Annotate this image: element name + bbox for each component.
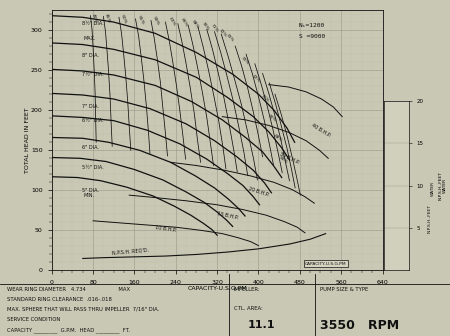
Text: S =9000: S =9000 — [299, 34, 325, 39]
Text: CAPACITY-U.S.G.PM: CAPACITY-U.S.G.PM — [305, 262, 346, 266]
Text: CTL. AREA:: CTL. AREA: — [234, 306, 263, 311]
Text: 40 B.H.P.: 40 B.H.P. — [310, 123, 331, 138]
Text: 72%: 72% — [218, 28, 227, 37]
Text: CAPACITY _________  G.P.M.  HEAD _________  FT.: CAPACITY _________ G.P.M. HEAD _________… — [7, 327, 130, 333]
X-axis label: CAPACITY-U.S.G.PM: CAPACITY-U.S.G.PM — [187, 286, 247, 291]
Text: 63%: 63% — [167, 17, 176, 27]
Y-axis label: TOTAL HEAD IN FEET: TOTAL HEAD IN FEET — [25, 108, 30, 173]
Text: MAX.: MAX. — [84, 36, 96, 41]
Text: 20 B.H.P.: 20 B.H.P. — [248, 186, 270, 198]
Text: WATER: WATER — [432, 180, 435, 196]
Text: 73%: 73% — [240, 56, 250, 66]
Text: IMPELLER:: IMPELLER: — [234, 287, 261, 292]
Text: 5" DIA.: 5" DIA. — [82, 188, 99, 193]
Text: 11.1: 11.1 — [248, 320, 275, 330]
Text: SERVICE CONDITION: SERVICE CONDITION — [7, 317, 60, 322]
Text: Nₛ=1200: Nₛ=1200 — [299, 23, 325, 28]
Text: 68%: 68% — [191, 19, 200, 30]
Text: 72%: 72% — [251, 74, 261, 83]
Text: 55%: 55% — [137, 14, 144, 25]
Text: 40%: 40% — [91, 13, 98, 23]
Text: 70%: 70% — [201, 21, 210, 31]
Text: 7½" DIA.: 7½" DIA. — [82, 73, 104, 78]
Text: 8½" DIA.: 8½" DIA. — [82, 21, 104, 26]
Text: 58%: 58% — [278, 156, 288, 164]
Text: 70%: 70% — [267, 114, 277, 123]
Text: N.P.S.H.-FEET: N.P.S.H.-FEET — [428, 204, 432, 233]
Y-axis label: N.P.S.H.-FEET
WATER: N.P.S.H.-FEET WATER — [438, 171, 447, 200]
Text: 5½" DIA.: 5½" DIA. — [82, 165, 104, 170]
Text: 71%: 71% — [260, 93, 270, 103]
Text: 6½" DIA.: 6½" DIA. — [82, 118, 104, 123]
Text: 10 B.H.P.: 10 B.H.P. — [154, 225, 176, 233]
Text: MAX. SPHERE THAT WILL PASS THRU IMPELLER  7/16" DIA.: MAX. SPHERE THAT WILL PASS THRU IMPELLER… — [7, 306, 159, 311]
Text: 15 B.H.P.: 15 B.H.P. — [216, 211, 238, 221]
Text: MIN.: MIN. — [84, 194, 95, 199]
Text: STANDARD RING CLEARANCE  .016-.018: STANDARD RING CLEARANCE .016-.018 — [7, 297, 112, 302]
Text: PUMP SIZE & TYPE: PUMP SIZE & TYPE — [320, 287, 368, 292]
Text: 73%: 73% — [225, 33, 234, 43]
Text: 45%: 45% — [104, 13, 111, 24]
Text: 68%: 68% — [273, 134, 283, 143]
Text: 7" DIA.: 7" DIA. — [82, 104, 99, 109]
Text: N.P.S.H. REQ'D.: N.P.S.H. REQ'D. — [111, 247, 148, 255]
Text: WEAR RING DIAMETER   4.734                    MAX: WEAR RING DIAMETER 4.734 MAX — [7, 287, 130, 292]
Text: 6" DIA.: 6" DIA. — [82, 145, 99, 151]
Text: 66%: 66% — [180, 18, 189, 28]
Text: 71%: 71% — [210, 24, 219, 34]
Text: 30 B.H.P.: 30 B.H.P. — [279, 152, 300, 165]
Text: 8" DIA.: 8" DIA. — [82, 53, 99, 58]
Text: 59%: 59% — [152, 15, 160, 26]
Text: 3550   RPM: 3550 RPM — [320, 319, 399, 332]
Text: 50%: 50% — [119, 14, 127, 24]
